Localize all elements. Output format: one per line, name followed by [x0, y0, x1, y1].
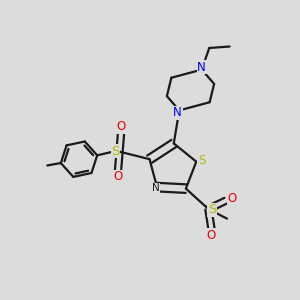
Text: O: O [116, 120, 126, 133]
Text: N: N [197, 61, 206, 74]
Text: S: S [111, 145, 120, 158]
Text: O: O [207, 229, 216, 242]
Text: O: O [113, 170, 123, 183]
Text: S: S [208, 203, 217, 216]
Text: N: N [152, 183, 160, 193]
Text: S: S [198, 154, 205, 166]
Text: O: O [228, 192, 237, 205]
Text: N: N [173, 106, 182, 119]
